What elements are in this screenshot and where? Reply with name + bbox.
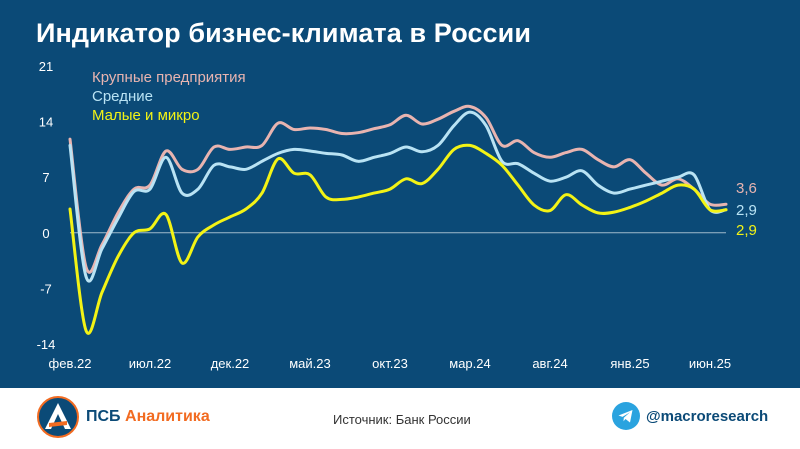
telegram-handle: @macroresearch bbox=[646, 407, 769, 425]
y-tick-label: -14 bbox=[37, 337, 56, 352]
y-tick-label: 14 bbox=[39, 115, 53, 130]
footer: ПСБ Аналитика Источник: Банк России @mac… bbox=[0, 388, 800, 449]
brand: ПСБ Аналитика bbox=[36, 395, 210, 439]
brand-prefix: ПСБ bbox=[86, 408, 121, 425]
end-label-small: 2,9 bbox=[736, 222, 757, 239]
x-tick-label: дек.22 bbox=[211, 356, 250, 371]
y-tick-label: -7 bbox=[40, 281, 52, 296]
x-tick-label: мар.24 bbox=[449, 356, 490, 371]
line-chart: 21 14 7 0 -7 -14 фев.22 июл.22 дек.22 май.23 окт.2… bbox=[37, 59, 757, 371]
x-tick-label: июл.22 bbox=[129, 356, 171, 371]
x-tick-label: май.23 bbox=[289, 356, 331, 371]
page-title: Индикатор бизнес-климата в России bbox=[36, 18, 532, 48]
y-tick-label: 21 bbox=[39, 59, 53, 74]
x-tick-label: окт.23 bbox=[372, 356, 408, 371]
x-tick-label: янв.25 bbox=[610, 356, 649, 371]
end-label-large: 3,6 bbox=[736, 180, 757, 197]
telegram-icon bbox=[612, 402, 640, 430]
x-tick-label: июн.25 bbox=[689, 356, 731, 371]
series-medium-line bbox=[68, 110, 728, 283]
legend-large: Крупные предприятия bbox=[92, 69, 246, 86]
x-tick-label: фев.22 bbox=[49, 356, 92, 371]
end-label-medium: 2,9 bbox=[736, 202, 757, 219]
brand-accent: Аналитика bbox=[125, 408, 210, 425]
x-tick-label: авг.24 bbox=[532, 356, 567, 371]
series-small-line bbox=[68, 143, 728, 335]
psb-logo-icon bbox=[37, 396, 79, 438]
y-tick-label: 0 bbox=[42, 226, 49, 241]
source-note: Источник: Банк России bbox=[333, 412, 471, 427]
y-tick-label: 7 bbox=[42, 170, 49, 185]
telegram-link[interactable]: @macroresearch bbox=[612, 402, 768, 430]
legend-small: Малые и микро bbox=[92, 107, 200, 124]
brand-name: ПСБ Аналитика bbox=[86, 408, 210, 426]
legend-medium: Средние bbox=[92, 88, 153, 105]
series-large-line bbox=[68, 104, 728, 274]
